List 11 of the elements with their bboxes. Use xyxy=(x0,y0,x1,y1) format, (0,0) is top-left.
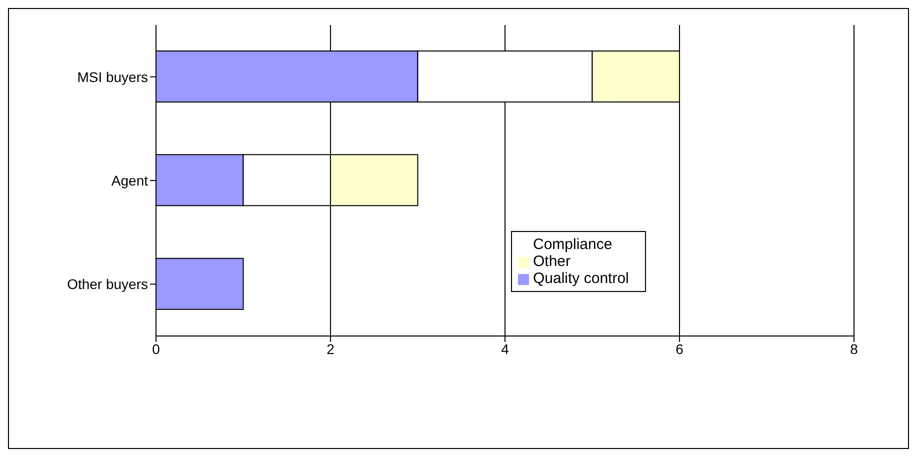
y-tick-label: Other buyers xyxy=(67,276,148,292)
x-tick-label: 4 xyxy=(501,340,510,357)
x-tick-label: 8 xyxy=(850,340,858,357)
x-tick-label: 6 xyxy=(676,340,684,357)
y-tick-label: Agent xyxy=(111,172,148,188)
y-tick-label: MSI buyers xyxy=(77,68,148,85)
x-tick-label: 2 xyxy=(326,340,335,357)
text: Compliance xyxy=(533,236,612,253)
legend-label: Quality control xyxy=(533,270,629,287)
x-tick-label: 0 xyxy=(152,340,160,357)
legend-label: Other xyxy=(533,253,571,270)
